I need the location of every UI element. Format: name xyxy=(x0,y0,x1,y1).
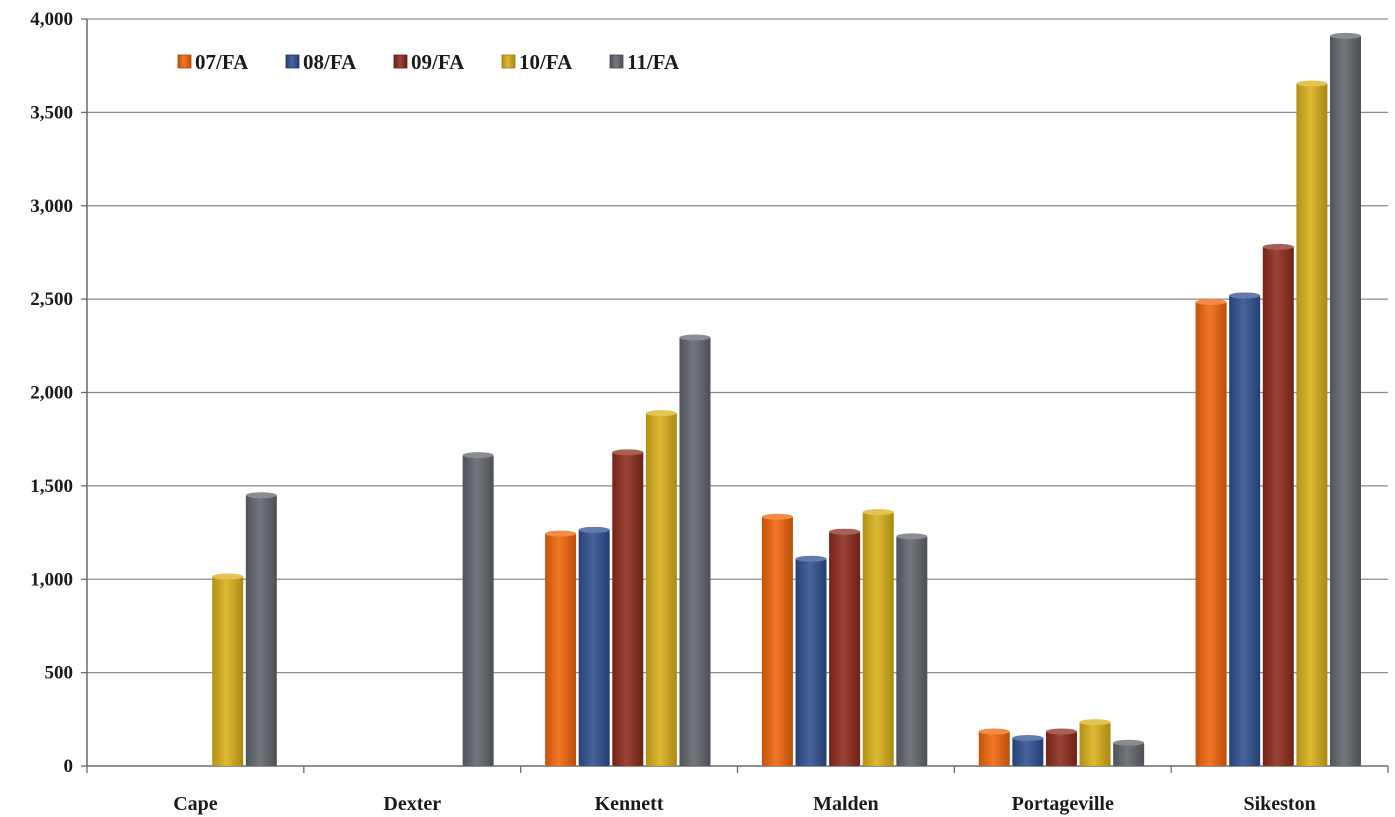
legend-label: 10/FA xyxy=(519,50,573,74)
bar-11-fa-kennett xyxy=(679,336,711,766)
y-tick-label: 0 xyxy=(64,756,74,777)
bar-09-fa-malden xyxy=(829,530,861,766)
axes xyxy=(81,18,1389,773)
bar-top-cap xyxy=(245,492,277,499)
legend: 07/FA 08/FA 09/FA 10/FA 11/FA xyxy=(177,50,680,74)
bar-10-fa-sikeston xyxy=(1296,82,1328,767)
legend-swatch xyxy=(501,54,516,69)
x-category-label: Cape xyxy=(173,793,218,815)
bar-top-cap xyxy=(462,452,494,459)
y-tick-label: 500 xyxy=(45,663,74,684)
bar-10-fa-portageville xyxy=(1079,721,1111,766)
bar-top-cap xyxy=(896,533,928,540)
bar-top-cap xyxy=(1229,292,1261,299)
bar-07-fa-malden xyxy=(761,515,793,766)
bar-11-fa-malden xyxy=(896,535,928,766)
legend-swatch xyxy=(609,54,624,69)
bar-top-cap xyxy=(1079,719,1111,726)
bar-11-fa-sikeston xyxy=(1329,34,1361,766)
bar-10-fa-malden xyxy=(862,511,894,766)
bar-07-fa-sikeston xyxy=(1195,300,1227,766)
legend-label: 08/FA xyxy=(303,50,357,74)
bar-08-fa-kennett xyxy=(578,528,610,766)
x-category-label: Dexter xyxy=(383,793,441,815)
legend-swatch xyxy=(285,54,300,69)
bar-top-cap xyxy=(761,513,793,520)
bar-top-cap xyxy=(679,334,711,341)
bar-top-cap xyxy=(545,530,577,537)
bar-top-cap xyxy=(829,528,861,535)
bar-09-fa-portageville xyxy=(1045,730,1077,766)
x-category-label: Sikeston xyxy=(1243,793,1315,815)
bar-top-cap xyxy=(1113,739,1145,746)
bar-top-cap xyxy=(1296,80,1328,87)
bar-top-cap xyxy=(645,410,677,417)
bar-08-fa-sikeston xyxy=(1229,294,1261,766)
legend-label: 09/FA xyxy=(411,50,465,74)
bar-top-cap xyxy=(1045,728,1077,735)
legend-swatch xyxy=(177,54,192,69)
bar-09-fa-sikeston xyxy=(1262,245,1294,766)
bar-top-cap xyxy=(1012,735,1044,742)
bar-09-fa-kennett xyxy=(612,451,644,766)
bar-top-cap xyxy=(578,526,610,533)
bar-10-fa-cape xyxy=(212,575,244,766)
bar-07-fa-kennett xyxy=(545,532,577,766)
legend-swatch xyxy=(393,54,408,69)
bars xyxy=(212,32,1361,767)
y-tick-label: 2,000 xyxy=(30,383,73,404)
y-tick-label: 1,500 xyxy=(30,476,73,497)
y-tick-label: 1,000 xyxy=(30,569,73,590)
bar-top-cap xyxy=(1195,298,1227,305)
gridlines xyxy=(87,18,1388,674)
bar-top-cap xyxy=(862,509,894,516)
bar-07-fa-portageville xyxy=(978,730,1010,766)
bar-08-fa-malden xyxy=(795,557,827,766)
x-category-label: Portageville xyxy=(1012,793,1114,815)
bar-11-fa-dexter xyxy=(462,454,494,766)
y-tick-label: 3,500 xyxy=(30,102,73,123)
bar-top-cap xyxy=(1329,32,1361,39)
x-category-label: Kennett xyxy=(595,793,664,815)
bar-11-fa-cape xyxy=(245,494,277,766)
bar-top-cap xyxy=(612,449,644,456)
y-tick-label: 3,000 xyxy=(30,196,73,217)
bar-08-fa-portageville xyxy=(1012,737,1044,766)
y-tick-label: 2,500 xyxy=(30,289,73,310)
bar-11-fa-portageville xyxy=(1113,741,1145,766)
bar-top-cap xyxy=(795,555,827,562)
legend-label: 07/FA xyxy=(195,50,249,74)
bar-top-cap xyxy=(212,573,244,580)
x-category-label: Malden xyxy=(813,793,879,815)
bar-top-cap xyxy=(1262,243,1294,250)
bar-top-cap xyxy=(978,728,1010,735)
bar-10-fa-kennett xyxy=(645,412,677,766)
legend-label: 11/FA xyxy=(627,50,680,74)
tick-labels: 0 500 1,000 1,500 2,000 2,500 3,000 3,500 4,000 C… xyxy=(30,9,1315,815)
y-tick-label: 4,000 xyxy=(30,9,73,30)
